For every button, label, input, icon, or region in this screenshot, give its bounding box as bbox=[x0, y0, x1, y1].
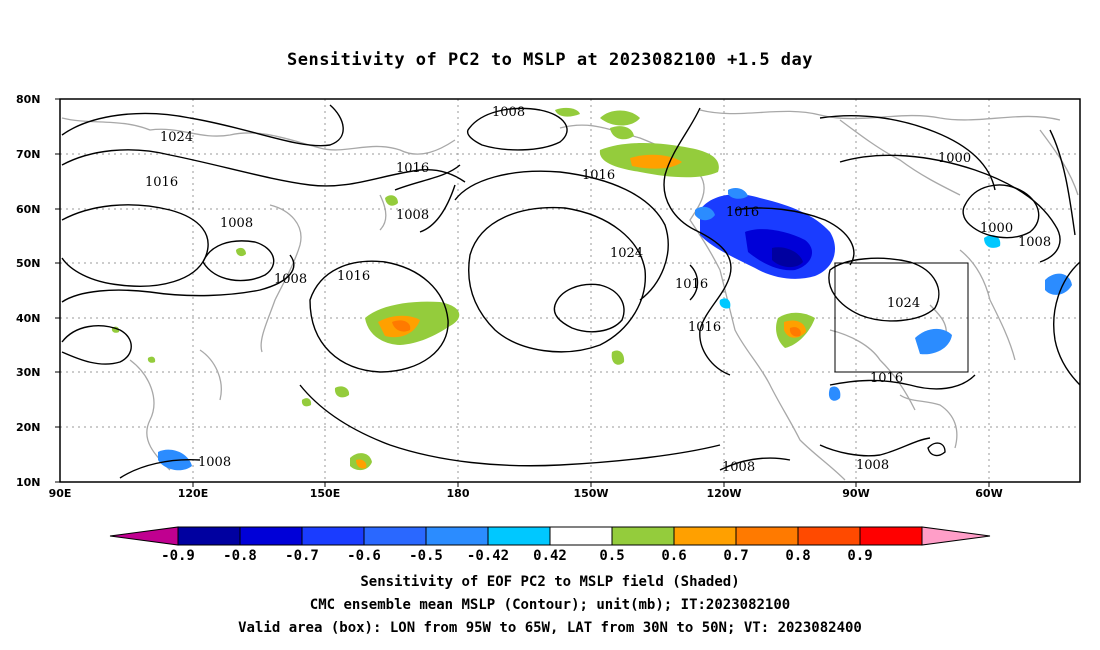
colorbar-cell bbox=[673, 526, 737, 546]
contour-label: 1024 bbox=[160, 130, 193, 145]
contour-label: 1016 bbox=[675, 277, 708, 292]
lon-label: 150W bbox=[573, 487, 608, 500]
colorbar-cell bbox=[859, 526, 923, 546]
colorbar-cell bbox=[487, 526, 551, 546]
colorbar-cell bbox=[301, 526, 365, 546]
lat-label: 70N bbox=[16, 148, 41, 161]
footer-line-1: Sensitivity of EOF PC2 to MSLP field (Sh… bbox=[360, 574, 740, 590]
contour-label: 1016 bbox=[582, 168, 615, 183]
colorbar-label: 0.5 bbox=[599, 548, 624, 564]
lon-label: 60W bbox=[975, 487, 1002, 500]
chart-title: Sensitivity of PC2 to MSLP at 2023082100… bbox=[286, 50, 813, 70]
colorbar-cell bbox=[797, 526, 861, 546]
contour-label: 1024 bbox=[610, 246, 643, 261]
graticule bbox=[60, 99, 1080, 482]
colorbar-label: -0.42 bbox=[467, 548, 509, 564]
colorbar-cell bbox=[363, 526, 427, 546]
contour-label: 1008 bbox=[220, 216, 253, 231]
colorbar-cell bbox=[611, 526, 675, 546]
contour-label: 1016 bbox=[870, 371, 903, 386]
lon-label: 150E bbox=[310, 487, 340, 500]
colorbar-label: 0.42 bbox=[533, 548, 567, 564]
colorbar-label: 0.9 bbox=[847, 548, 872, 564]
contour-label: 1016 bbox=[396, 161, 429, 176]
lat-label: 30N bbox=[16, 366, 41, 379]
lon-label: 90W bbox=[842, 487, 869, 500]
lat-label: 50N bbox=[16, 257, 41, 270]
contour-label: 1016 bbox=[726, 205, 759, 220]
plot-area bbox=[60, 99, 1080, 482]
sensitivity-shading bbox=[111, 107, 1072, 471]
lat-label: 20N bbox=[16, 421, 41, 434]
lon-label: 90E bbox=[49, 487, 72, 500]
lat-label: 80N bbox=[16, 93, 41, 106]
contour-label: 1008 bbox=[856, 458, 889, 473]
lon-label: 120W bbox=[706, 487, 741, 500]
plot-frame bbox=[59, 98, 1081, 483]
coastlines bbox=[61, 109, 1079, 481]
lat-label: 40N bbox=[16, 312, 41, 325]
lon-axis: 90E 120E 150E 180 150W 120W 90W 60W bbox=[49, 482, 1003, 500]
lon-label: 120E bbox=[178, 487, 208, 500]
colorbar-label: 0.6 bbox=[661, 548, 686, 564]
colorbar-label: -0.8 bbox=[223, 548, 257, 564]
contour-label: 1008 bbox=[396, 208, 429, 223]
colorbar-cell bbox=[735, 526, 799, 546]
contour-label: 1008 bbox=[198, 455, 231, 470]
colorbar-high-arrow bbox=[921, 526, 991, 546]
contour-label: 1008 bbox=[1018, 235, 1051, 250]
lon-label: 180 bbox=[447, 487, 470, 500]
contour-label: 1024 bbox=[887, 296, 920, 311]
contour-label: 1016 bbox=[145, 175, 178, 190]
lat-label: 10N bbox=[16, 476, 41, 489]
colorbar-cell bbox=[239, 526, 303, 546]
contour-labels: 1024 1016 1008 1016 1008 1008 1016 1008 … bbox=[145, 105, 1051, 475]
footer-line-2: CMC ensemble mean MSLP (Contour); unit(m… bbox=[309, 597, 791, 613]
colorbar-label: 0.8 bbox=[785, 548, 810, 564]
contour-label: 1000 bbox=[980, 221, 1013, 236]
valid-area-box bbox=[834, 262, 969, 373]
contour-label: 1008 bbox=[274, 272, 307, 287]
contour-label: 1008 bbox=[492, 105, 525, 120]
contour-label: 1016 bbox=[337, 269, 370, 284]
contour-label: 1016 bbox=[688, 320, 721, 335]
colorbar-cell bbox=[177, 526, 241, 546]
colorbar-label: -0.9 bbox=[161, 548, 195, 564]
lat-label: 60N bbox=[16, 203, 41, 216]
lat-axis: 80N 70N 60N 50N 40N 30N 20N 10N bbox=[16, 93, 60, 489]
contour-label: 1000 bbox=[938, 151, 971, 166]
colorbar-cell bbox=[549, 526, 613, 546]
colorbar-label: -0.7 bbox=[285, 548, 319, 564]
colorbar: -0.9 -0.8 -0.7 -0.6 -0.5 -0.42 0.42 0.5 0.6 0.7 0.… bbox=[109, 526, 991, 564]
contour-label: 1008 bbox=[722, 460, 755, 475]
footer-line-3: Valid area (box): LON from 95W to 65W, L… bbox=[238, 620, 862, 636]
mslp-contours bbox=[61, 104, 1081, 479]
colorbar-label: -0.6 bbox=[347, 548, 381, 564]
colorbar-label: 0.7 bbox=[723, 548, 748, 564]
colorbar-cell bbox=[425, 526, 489, 546]
colorbar-low-arrow bbox=[109, 526, 179, 546]
colorbar-label: -0.5 bbox=[409, 548, 443, 564]
